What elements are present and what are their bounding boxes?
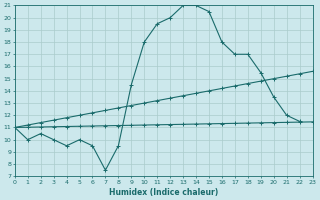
X-axis label: Humidex (Indice chaleur): Humidex (Indice chaleur) xyxy=(109,188,218,197)
